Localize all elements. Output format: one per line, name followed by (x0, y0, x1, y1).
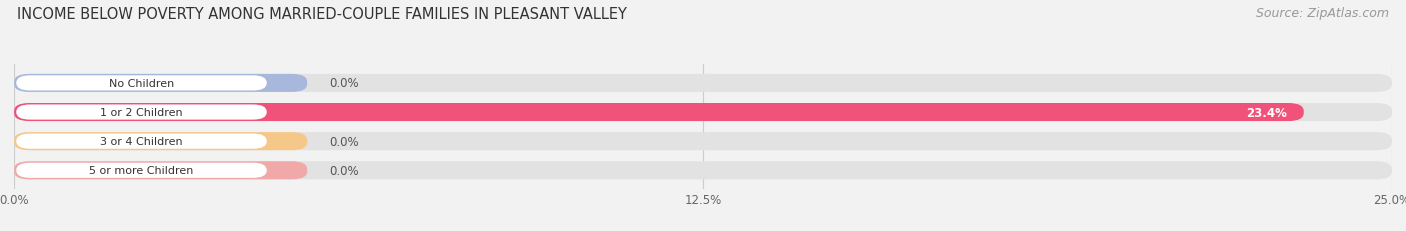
FancyBboxPatch shape (17, 105, 267, 120)
Text: No Children: No Children (108, 79, 174, 88)
Text: 0.0%: 0.0% (329, 77, 359, 90)
FancyBboxPatch shape (14, 75, 307, 93)
FancyBboxPatch shape (17, 76, 267, 91)
FancyBboxPatch shape (17, 134, 267, 149)
FancyBboxPatch shape (14, 161, 1392, 179)
FancyBboxPatch shape (14, 103, 1392, 122)
Text: 23.4%: 23.4% (1246, 106, 1288, 119)
Text: 5 or more Children: 5 or more Children (90, 166, 194, 176)
Text: INCOME BELOW POVERTY AMONG MARRIED-COUPLE FAMILIES IN PLEASANT VALLEY: INCOME BELOW POVERTY AMONG MARRIED-COUPL… (17, 7, 627, 22)
Text: 0.0%: 0.0% (329, 135, 359, 148)
Text: 3 or 4 Children: 3 or 4 Children (100, 137, 183, 146)
Text: Source: ZipAtlas.com: Source: ZipAtlas.com (1256, 7, 1389, 20)
FancyBboxPatch shape (14, 103, 1303, 122)
FancyBboxPatch shape (14, 133, 1392, 151)
Text: 1 or 2 Children: 1 or 2 Children (100, 108, 183, 118)
FancyBboxPatch shape (17, 163, 267, 178)
FancyBboxPatch shape (14, 133, 307, 151)
FancyBboxPatch shape (14, 161, 307, 179)
Text: 0.0%: 0.0% (329, 164, 359, 177)
FancyBboxPatch shape (14, 75, 1392, 93)
